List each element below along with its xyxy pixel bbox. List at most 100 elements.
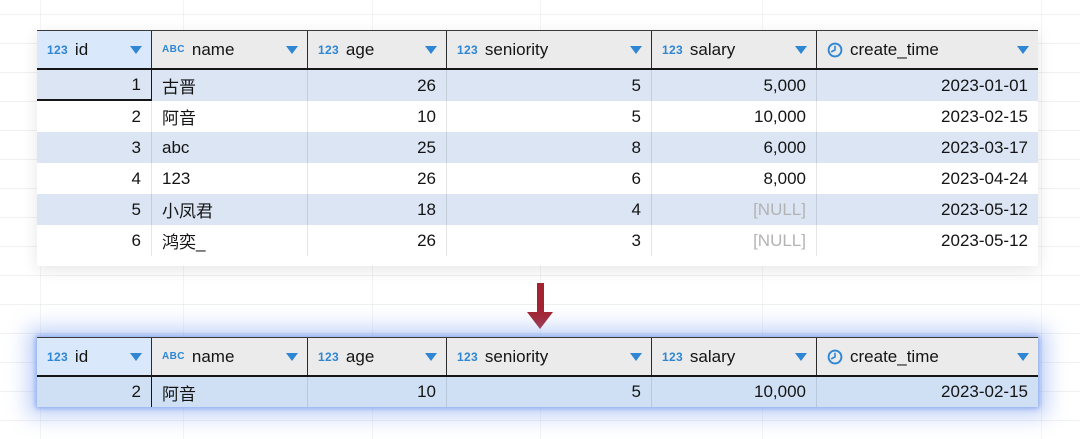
grid-cell[interactable]: 5 [447, 70, 652, 101]
grid-cell[interactable]: 2023-02-15 [941, 106, 1028, 126]
grid-cell[interactable]: 4 [447, 194, 652, 225]
grid-cell[interactable]: 小凤君 [152, 194, 308, 225]
grid-cell[interactable]: [NULL] [652, 194, 817, 225]
grid-cell[interactable]: 2023-05-12 [941, 230, 1028, 250]
column-header-salary[interactable]: 123 salary [652, 31, 817, 68]
column-header-seniority[interactable]: 123 seniority [447, 338, 652, 375]
column-label: id [74, 39, 89, 59]
table-row: 1 古晋 26 5 5,000 2023-01-01 [37, 70, 1038, 101]
grid-cell[interactable]: 10,000 [652, 377, 817, 407]
grid-cell[interactable]: 5,000 [652, 70, 817, 101]
column-label: create_time [850, 346, 939, 366]
grid-cell[interactable]: 26 [308, 163, 447, 194]
grid-cell[interactable]: 5 [447, 101, 652, 132]
grid-cell[interactable]: 6 [447, 163, 652, 194]
numeric-type-icon: 123 [318, 42, 339, 57]
grid-cell[interactable]: 2 [37, 101, 152, 132]
background-gridline-v [1041, 0, 1042, 439]
sort-arrow-icon[interactable] [795, 45, 807, 54]
grid-cell[interactable]: abc [152, 132, 308, 163]
sort-arrow-icon[interactable] [425, 352, 437, 361]
text-type-icon: ABC [162, 351, 185, 362]
grid-cell[interactable]: 5 [447, 377, 652, 407]
column-label: salary [689, 346, 736, 366]
column-header-name[interactable]: ABC name [152, 338, 308, 375]
grid-cell[interactable]: 阿音 [152, 101, 308, 132]
column-header-id[interactable]: 123 id [37, 338, 152, 375]
grid-cell[interactable]: 1 [37, 70, 152, 101]
grid-cell[interactable]: 2023-01-01 [817, 70, 1038, 101]
grid-cell[interactable]: 6 [37, 225, 152, 256]
column-label: age [345, 39, 375, 59]
table-row: 4 123 26 6 8,000 2023-04-24 [37, 163, 1038, 194]
column-header-create_time[interactable]: create_time [817, 338, 1038, 375]
column-header-name[interactable]: ABC name [152, 31, 308, 68]
grid-cell[interactable]: 123 [152, 163, 308, 194]
table-body: 1 古晋 26 5 5,000 2023-01-01 2 阿音 10 5 10,000 2023-02… [37, 70, 1038, 256]
grid-cell[interactable]: 6,000 [652, 132, 817, 163]
grid-cell[interactable]: 阿音 [152, 377, 308, 407]
grid-cell[interactable]: [NULL] [652, 225, 817, 256]
header-row: 123 id ABC name 123 age 123 seniority 123 salary c… [37, 30, 1038, 70]
sort-arrow-icon[interactable] [630, 352, 642, 361]
grid-cell[interactable]: 10,000 [652, 101, 817, 132]
grid-cell[interactable]: 3 [37, 132, 152, 163]
table-row: 2 阿音 10 5 10,000 2023-02-15 [37, 377, 1038, 407]
table-row: 2 阿音 10 5 10,000 2023-02-15 [37, 101, 1038, 132]
grid-cell[interactable]: 10 [308, 377, 447, 407]
column-header-seniority[interactable]: 123 seniority [447, 31, 652, 68]
down-arrow-head [527, 312, 553, 329]
grid-cell[interactable]: 古晋 [152, 70, 308, 101]
numeric-type-icon: 123 [457, 349, 478, 364]
down-arrow-icon [527, 283, 553, 329]
sort-arrow-icon[interactable] [130, 45, 142, 54]
sort-arrow-icon[interactable] [630, 45, 642, 54]
grid-cell[interactable]: 18 [308, 194, 447, 225]
table-body: 2 阿音 10 5 10,000 2023-02-15 [37, 377, 1038, 407]
grid-cell[interactable]: 鸿奕_ [152, 225, 308, 256]
grid-cell[interactable]: 8 [447, 132, 652, 163]
column-label: seniority [484, 346, 549, 366]
grid-cell[interactable]: 4 [37, 163, 152, 194]
grid-cell[interactable]: 2023-03-17 [817, 132, 1038, 163]
background-gridline-h [0, 333, 1080, 334]
table-row: 5 小凤君 18 4 [NULL] 2023-05-12 [37, 194, 1038, 225]
column-label: name [191, 346, 235, 366]
grid-cell[interactable]: 2 [37, 377, 152, 407]
grid-cell[interactable]: 25 [308, 132, 447, 163]
column-header-age[interactable]: 123 age [308, 31, 447, 68]
table-row: 6 鸿奕_ 26 3 [NULL] 2023-05-12 [37, 225, 1038, 256]
sort-arrow-icon[interactable] [286, 45, 298, 54]
column-label: create_time [850, 39, 939, 59]
grid-cell[interactable]: 3 [447, 225, 652, 256]
sort-arrow-icon[interactable] [795, 352, 807, 361]
column-header-create_time[interactable]: create_time [817, 31, 1038, 68]
sort-arrow-icon[interactable] [1017, 352, 1029, 361]
results-grid-top: 123 id ABC name 123 age 123 seniority 123 salary c… [37, 30, 1038, 266]
sort-arrow-icon[interactable] [130, 352, 142, 361]
grid-cell[interactable]: 26 [308, 225, 447, 256]
grid-cell[interactable]: 8,000 [652, 163, 817, 194]
column-header-id[interactable]: 123 id [37, 31, 152, 68]
sort-arrow-icon[interactable] [425, 45, 437, 54]
column-header-age[interactable]: 123 age [308, 338, 447, 375]
table-row: 3 abc 25 8 6,000 2023-03-17 [37, 132, 1038, 163]
grid-cell[interactable]: 10 [308, 101, 447, 132]
datetime-type-icon [827, 42, 843, 58]
grid-cell[interactable]: 5 [37, 194, 152, 225]
datetime-type-icon [827, 349, 843, 365]
grid-cell[interactable]: 2023-04-24 [941, 168, 1028, 188]
down-arrow-shaft [536, 283, 544, 313]
numeric-type-icon: 123 [47, 349, 68, 364]
sort-arrow-icon[interactable] [1017, 45, 1029, 54]
results-grid-bottom: 123 id ABC name 123 age 123 seniority 123 salary c… [37, 337, 1038, 407]
grid-cell[interactable]: 2023-05-12 [817, 194, 1038, 225]
column-label: name [191, 39, 235, 59]
numeric-type-icon: 123 [318, 349, 339, 364]
grid-cell[interactable]: 2023-02-15 [817, 377, 1038, 407]
column-header-salary[interactable]: 123 salary [652, 338, 817, 375]
sort-arrow-icon[interactable] [286, 352, 298, 361]
header-row: 123 id ABC name 123 age 123 seniority 123 salary c… [37, 337, 1038, 377]
grid-cell[interactable]: 26 [308, 70, 447, 101]
